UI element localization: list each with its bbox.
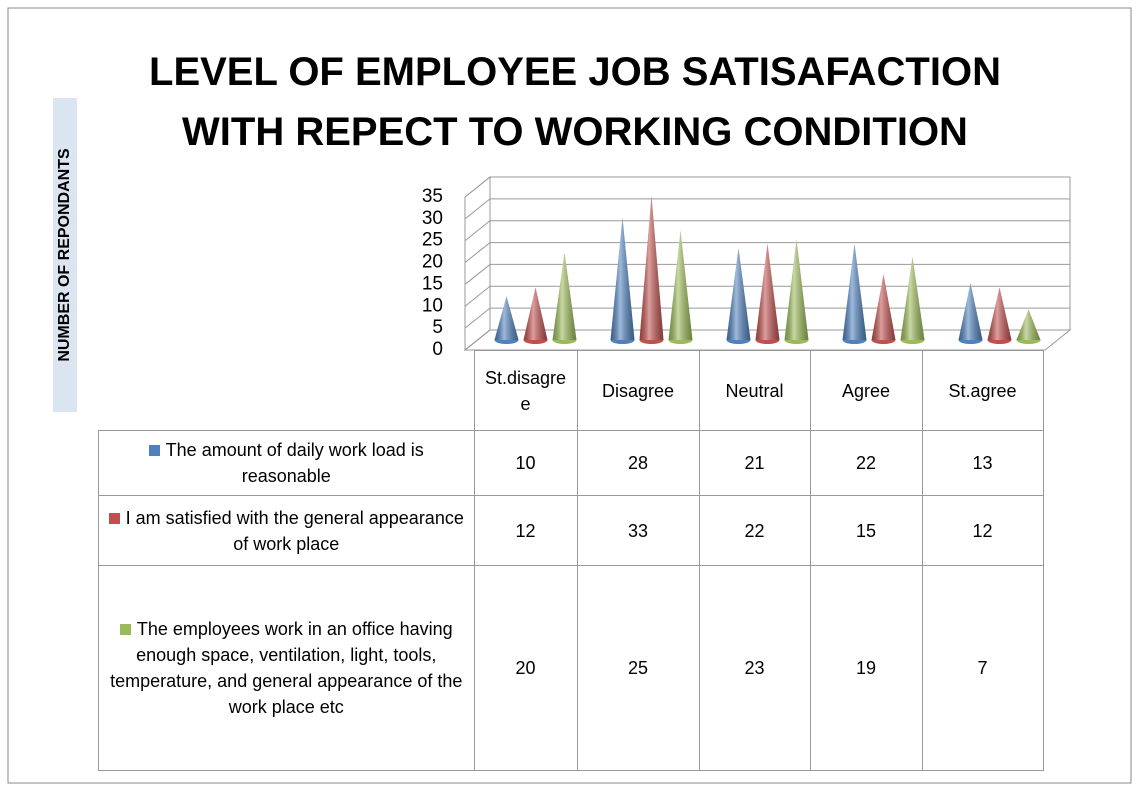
table-header-row: St.disagree Disagree Neutral Agree St.agree	[98, 350, 1044, 431]
cone-shine	[552, 252, 577, 340]
legend-label: The employees work in an office having e…	[110, 619, 463, 717]
y-label-box	[53, 98, 77, 412]
legend-key	[108, 512, 120, 524]
value-cell: 21	[698, 430, 811, 496]
grid-line-side	[464, 264, 491, 285]
y-tick-label: 20	[422, 252, 443, 273]
value-cell: 20	[473, 565, 578, 771]
frame	[7, 7, 1132, 784]
cone-shine	[610, 217, 635, 340]
grid-line-side	[464, 329, 491, 351]
category-cell: Agree	[809, 350, 923, 431]
legend-key	[119, 624, 131, 635]
y-tick-label: 5	[432, 317, 443, 338]
cone-shine	[842, 243, 867, 340]
chart-title: LEVEL OF EMPLOYEE JOB SATISAFACTION WITH…	[149, 50, 1001, 154]
y-tick-label: 30	[422, 208, 443, 229]
cone-shine	[1016, 309, 1041, 340]
legend-key	[148, 445, 160, 456]
cone-shine	[755, 243, 780, 340]
cone-shine	[523, 287, 548, 340]
side-wall	[464, 175, 491, 352]
grid-line-side	[464, 307, 491, 329]
table-corner	[98, 350, 475, 431]
y-tick-label: 35	[422, 186, 443, 207]
value-cell: 10	[473, 430, 578, 496]
data-table: St.disagree Disagree Neutral Agree St.agree T…	[98, 350, 1044, 771]
value-cell: 22	[809, 430, 923, 496]
value-cell: 19	[809, 565, 923, 771]
cone-shine	[726, 248, 751, 340]
table-row: The employees work in an office having e…	[98, 565, 1044, 771]
y-tick-label: 10	[422, 295, 443, 316]
value-cell: 23	[698, 565, 811, 771]
value-cell: 33	[576, 495, 700, 566]
grid-line-side	[464, 242, 491, 263]
value-cell: 25	[576, 565, 700, 771]
cone-shine	[668, 230, 693, 340]
value-cell: 13	[921, 430, 1044, 496]
cone-shine	[871, 274, 896, 340]
category-cell: St.disagree	[473, 350, 578, 431]
table-row: I am satisfied with the general appearan…	[98, 495, 1044, 566]
y-tick-label: 0	[432, 339, 443, 360]
cone-shine	[900, 256, 925, 340]
legend-label: The amount of daily work load is reasona…	[165, 440, 424, 486]
y-axis-label: NUMBER OF REPONDANTS	[56, 148, 73, 362]
value-cell: 12	[473, 495, 578, 566]
grid-line-side	[464, 176, 491, 198]
cone-shine	[784, 239, 809, 340]
grid-line-side	[464, 220, 491, 242]
legend-label: I am satisfied with the general appearan…	[125, 507, 464, 554]
cone-shine	[987, 287, 1012, 340]
legend-cell: The amount of daily work load is reasona…	[98, 430, 475, 496]
legend-cell: The employees work in an office having e…	[98, 565, 475, 771]
value-cell: 15	[809, 495, 923, 566]
legend-cell: I am satisfied with the general appearan…	[98, 495, 475, 566]
cone-shine	[639, 195, 664, 340]
value-cell: 28	[576, 430, 700, 496]
table-row: The amount of daily work load is reasona…	[98, 430, 1044, 496]
value-cell: 12	[921, 495, 1044, 566]
grid-line-side	[464, 198, 491, 220]
cone-shine	[494, 296, 519, 340]
category-cell: Disagree	[576, 350, 700, 431]
back-wall	[489, 176, 1071, 331]
category-cell: St.agree	[921, 350, 1044, 431]
value-cell: 22	[698, 495, 811, 566]
cone-shine	[958, 283, 983, 340]
value-cell: 7	[921, 565, 1044, 771]
y-tick-label: 25	[422, 230, 443, 251]
grid-line-side	[464, 285, 491, 307]
category-cell: Neutral	[698, 350, 811, 431]
y-tick-label: 15	[422, 273, 443, 294]
